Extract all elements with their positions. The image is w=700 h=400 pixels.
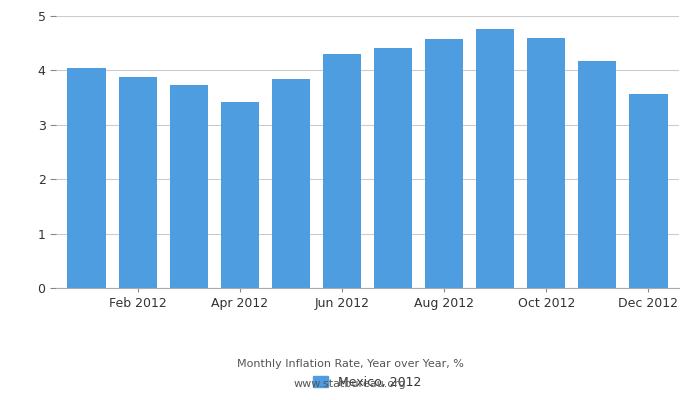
Text: www.statbureau.org: www.statbureau.org [294, 379, 406, 389]
Bar [629, 94, 668, 288]
Bar [476, 28, 514, 288]
Bar [323, 54, 361, 288]
Bar [118, 78, 157, 288]
Text: Monthly Inflation Rate, Year over Year, %: Monthly Inflation Rate, Year over Year, … [237, 359, 463, 369]
Bar [527, 38, 566, 288]
Bar [425, 39, 463, 288]
Bar [220, 102, 259, 288]
Bar [169, 85, 208, 288]
Bar [272, 78, 310, 288]
Bar [578, 61, 617, 288]
Bar [67, 68, 106, 288]
Bar [374, 48, 412, 288]
Legend: Mexico, 2012: Mexico, 2012 [314, 376, 421, 389]
